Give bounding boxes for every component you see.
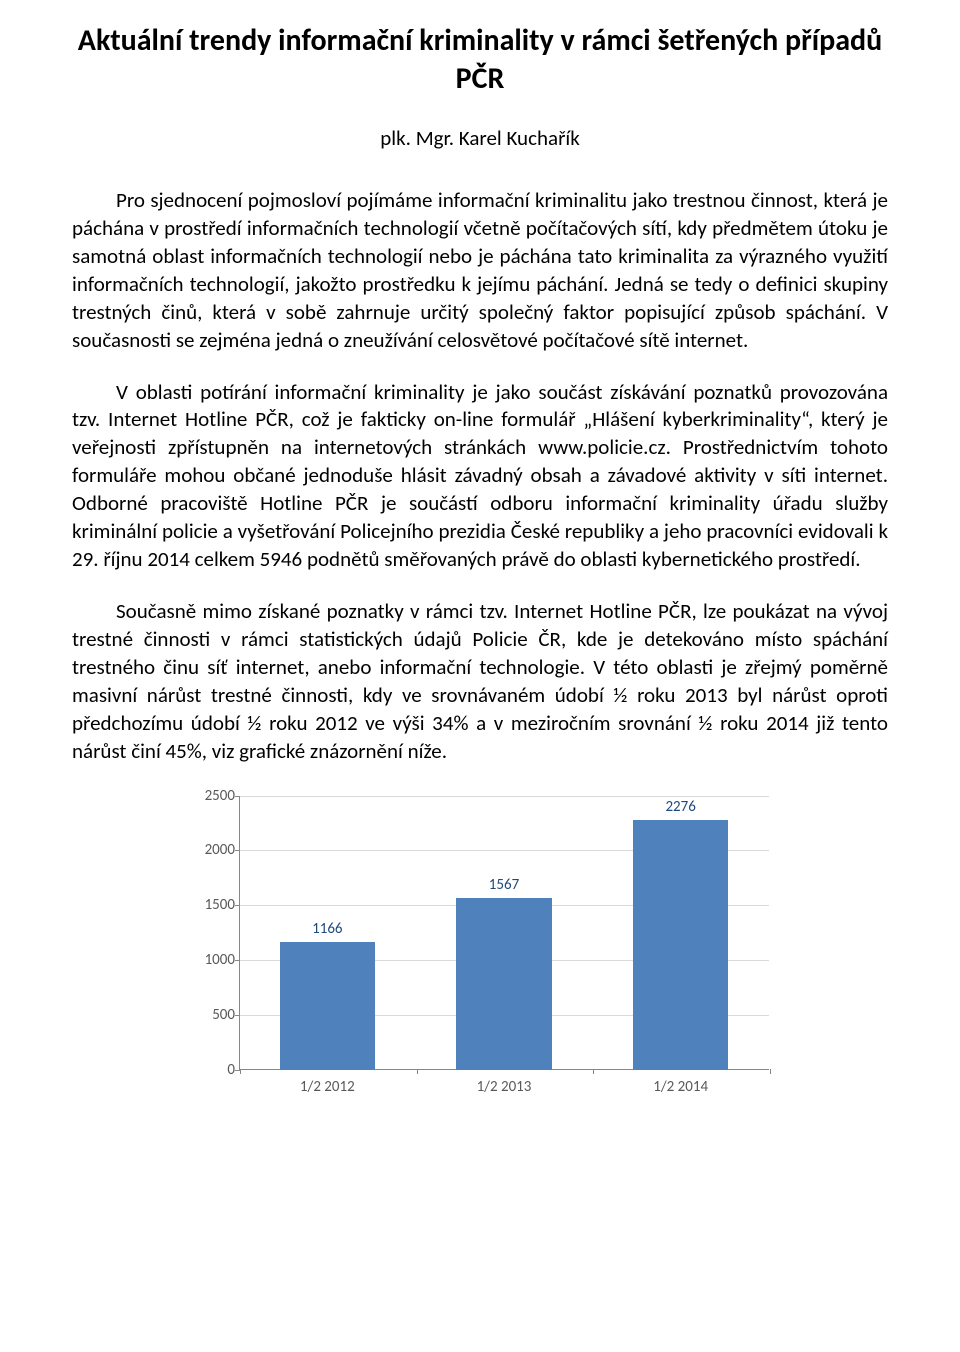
page-title: Aktuální trendy informační kriminality v…: [72, 22, 888, 97]
chart-bar: 1166: [280, 942, 375, 1070]
chart-ytick: 0: [185, 1061, 235, 1079]
paragraph-1: Pro sjednocení pojmosloví pojímáme infor…: [72, 187, 888, 355]
chart-ytick: 1000: [185, 951, 235, 969]
chart-plot: 1166 1567 2276 0 500 1000 1500 2000 2500 1/2 201…: [185, 790, 775, 1100]
chart-data-label: 1567: [456, 876, 551, 894]
chart-xtick: 1/2 2012: [239, 1074, 416, 1100]
chart-bar: 2276: [633, 820, 728, 1069]
chart-ytick: 2000: [185, 841, 235, 859]
document-page: Aktuální trendy informační kriminality v…: [0, 0, 960, 1140]
chart-bar: 1567: [456, 898, 551, 1070]
chart-xtick-mark: [770, 1069, 771, 1074]
bar-chart: 1166 1567 2276 0 500 1000 1500 2000 2500 1/2 201…: [185, 790, 775, 1100]
author-line: plk. Mgr. Karel Kuchařík: [72, 125, 888, 151]
chart-xtick: 1/2 2014: [592, 1074, 769, 1100]
bars-layer: 1166 1567 2276: [239, 796, 769, 1070]
paragraph-3: Současně mimo získané poznatky v rámci t…: [72, 598, 888, 766]
paragraph-2: V oblasti potírání informační kriminalit…: [72, 379, 888, 574]
chart-data-label: 1166: [280, 920, 375, 938]
chart-xtick: 1/2 2013: [416, 1074, 593, 1100]
chart-ytick: 500: [185, 1006, 235, 1024]
chart-ytick: 2500: [185, 787, 235, 805]
chart-data-label: 2276: [633, 798, 728, 816]
chart-ytick: 1500: [185, 896, 235, 914]
